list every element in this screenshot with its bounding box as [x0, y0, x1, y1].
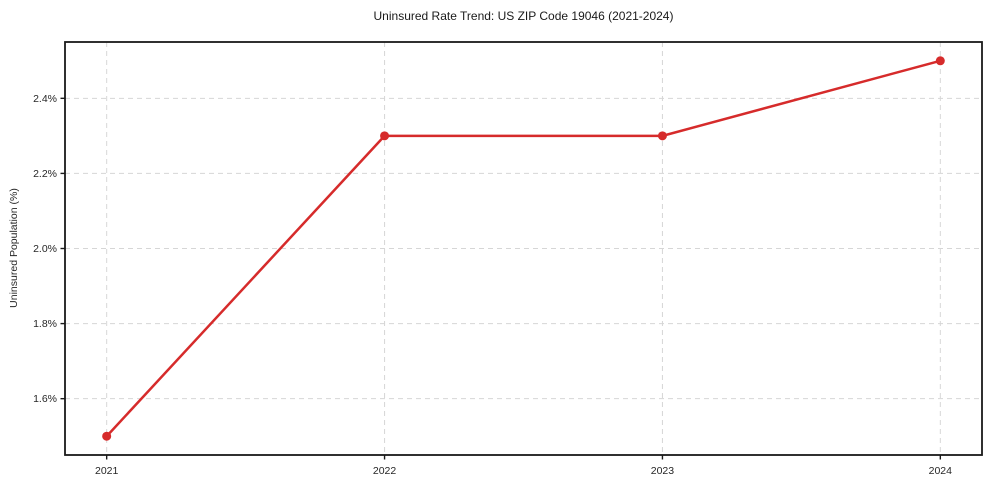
y-tick-label: 1.6% — [33, 393, 57, 405]
y-tick-label: 2.0% — [33, 243, 57, 255]
x-tick-label: 2022 — [373, 465, 397, 477]
y-tick-label: 2.2% — [33, 168, 57, 180]
data-point-marker — [102, 431, 112, 441]
x-tick-label: 2023 — [651, 465, 675, 477]
data-point-marker — [657, 131, 667, 141]
y-tick-label: 2.4% — [33, 93, 57, 105]
data-line — [105, 59, 942, 438]
chart-title: Uninsured Rate Trend: US ZIP Code 19046 … — [373, 9, 674, 23]
data-point-marker — [380, 131, 390, 141]
x-tick-label: 2021 — [95, 465, 119, 477]
y-tick-label: 1.8% — [33, 318, 57, 330]
data-point-marker — [935, 56, 945, 66]
x-tick-label: 2024 — [929, 465, 953, 477]
